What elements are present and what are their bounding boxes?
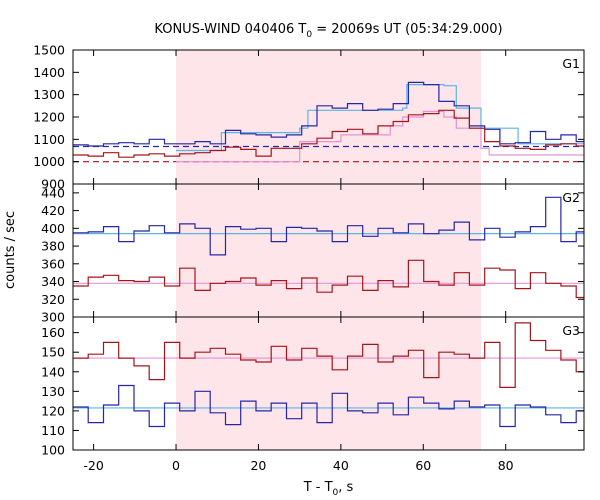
panel-label: G1 xyxy=(562,56,580,71)
x-tick-label: 60 xyxy=(415,458,431,473)
y-tick-label: 300 xyxy=(41,310,65,325)
y-tick-label: 120 xyxy=(41,403,65,418)
y-tick-label: 420 xyxy=(41,203,65,218)
series-blue-g3 xyxy=(73,384,584,428)
y-tick-label: 1500 xyxy=(33,43,65,58)
y-tick-label: 1000 xyxy=(33,154,65,169)
series-red-g2 xyxy=(73,259,584,299)
x-tick-label: 20 xyxy=(250,458,266,473)
series-pink-g1 xyxy=(176,110,584,163)
highlight-interval xyxy=(176,50,481,450)
panel-label: G3 xyxy=(562,323,580,338)
x-tick-label: 80 xyxy=(498,458,514,473)
y-tick-label: 1300 xyxy=(33,87,65,102)
y-tick-label: 130 xyxy=(41,384,65,399)
y-tick-label: 320 xyxy=(41,292,65,307)
x-axis-label: T - T0, s xyxy=(303,480,354,498)
x-tick-label: -20 xyxy=(83,458,103,473)
series-blue-g2 xyxy=(73,196,584,256)
panels-group: 900100011001200130014001500G130032034036… xyxy=(33,43,585,473)
chart-title: KONUS-WIND 040406 T0 = 20069s UT (05:34:… xyxy=(154,22,502,40)
panel-frame xyxy=(72,316,585,451)
y-tick-label: 110 xyxy=(41,423,65,438)
y-tick-label: 1200 xyxy=(33,110,65,125)
x-tick-label: 0 xyxy=(172,458,180,473)
y-tick-label: 100 xyxy=(41,443,65,458)
y-tick-label: 380 xyxy=(41,239,65,254)
series-red-g1 xyxy=(73,109,584,158)
panel-g2: 300 320 340 360 380 400 420 440 G2 xyxy=(41,183,585,325)
y-tick-label: 160 xyxy=(41,325,65,340)
series-red-g3 xyxy=(73,322,584,388)
y-tick-label: 140 xyxy=(41,364,65,379)
y-tick-label: 1100 xyxy=(33,132,65,147)
y-axis-label: counts / sec xyxy=(3,211,18,289)
y-tick-label: 1400 xyxy=(33,65,65,80)
panel-g3: 100 110 120 130 140 150 160 G3 xyxy=(41,316,585,458)
panel-label: G2 xyxy=(562,190,580,205)
y-tick-label: 360 xyxy=(41,256,65,271)
y-tick-label: 440 xyxy=(41,185,65,200)
y-tick-label: 150 xyxy=(41,345,65,360)
y-tick-label: 900 xyxy=(41,177,65,192)
x-tick-label: 40 xyxy=(333,458,349,473)
y-tick-label: 400 xyxy=(41,221,65,236)
y-tick-label: 340 xyxy=(41,274,65,289)
